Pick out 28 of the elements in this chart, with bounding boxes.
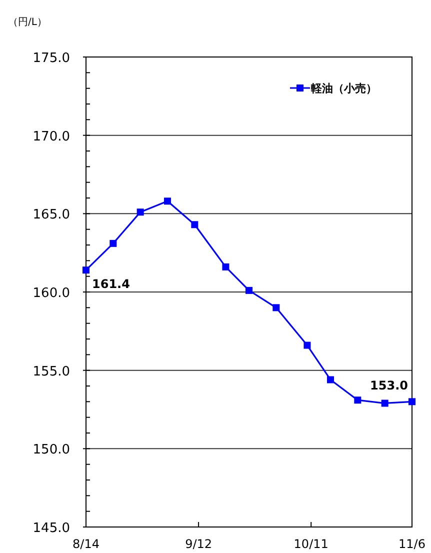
- point: [191, 221, 198, 228]
- y-tick-label: 160.0: [32, 286, 70, 301]
- y-tick-label: 150.0: [32, 442, 70, 458]
- y-tick-label: 155.0: [32, 364, 70, 380]
- point: [136, 208, 144, 216]
- point: [246, 286, 252, 294]
- point: [164, 198, 171, 205]
- point: [110, 240, 117, 247]
- y-tick-label: 145.0: [32, 521, 70, 536]
- x-tick-label: 8/14: [72, 537, 100, 551]
- point: [82, 266, 90, 274]
- y-tick-label: 165.0: [32, 208, 70, 223]
- x-tick-label: 10/11: [294, 537, 328, 551]
- y-tick-label: 170.0: [32, 129, 70, 144]
- point: [381, 400, 388, 407]
- point: [408, 398, 416, 406]
- data-label: 153.0: [370, 378, 408, 393]
- point: [222, 263, 230, 270]
- point: [304, 342, 311, 349]
- y-axis-title: （円/L）: [8, 17, 47, 28]
- data-label: 161.4: [92, 277, 130, 292]
- x-tick-label: 9/12: [185, 537, 212, 551]
- legend-label: 軽油（小売）: [310, 82, 377, 95]
- point: [327, 376, 334, 384]
- point: [272, 304, 280, 312]
- y-tick-label: 175.0: [32, 51, 70, 66]
- point: [354, 396, 362, 404]
- x-tick-label: 11/6: [398, 537, 426, 551]
